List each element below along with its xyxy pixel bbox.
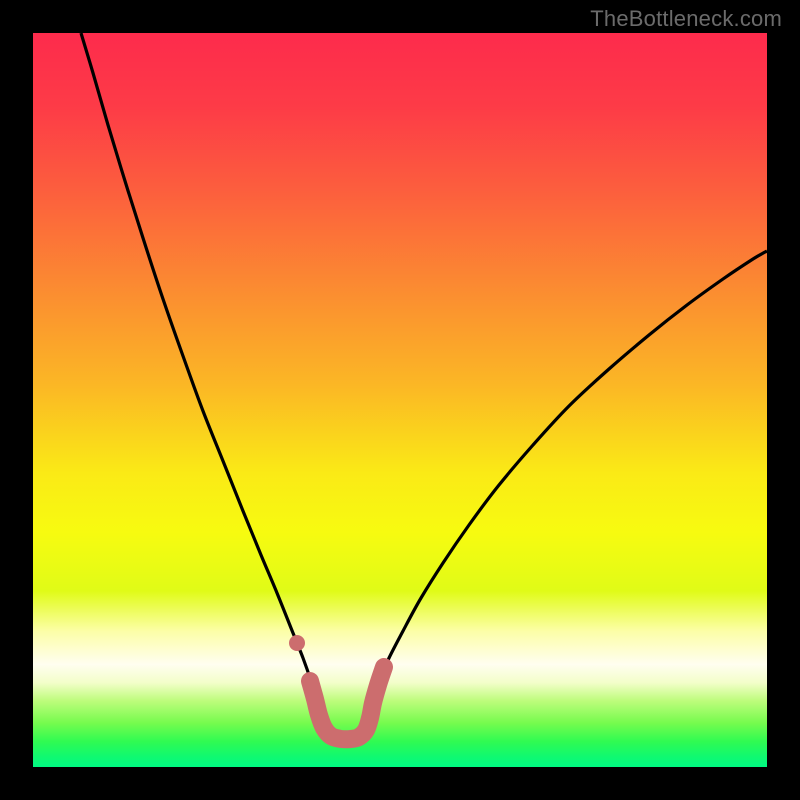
- watermark-text: TheBottleneck.com: [590, 6, 782, 32]
- curve-right: [370, 251, 767, 713]
- curve-left: [81, 33, 319, 713]
- marker-band: [310, 667, 384, 739]
- chart-curves: [33, 33, 767, 767]
- marker-dot: [289, 635, 305, 651]
- chart-plot-area: [33, 33, 767, 767]
